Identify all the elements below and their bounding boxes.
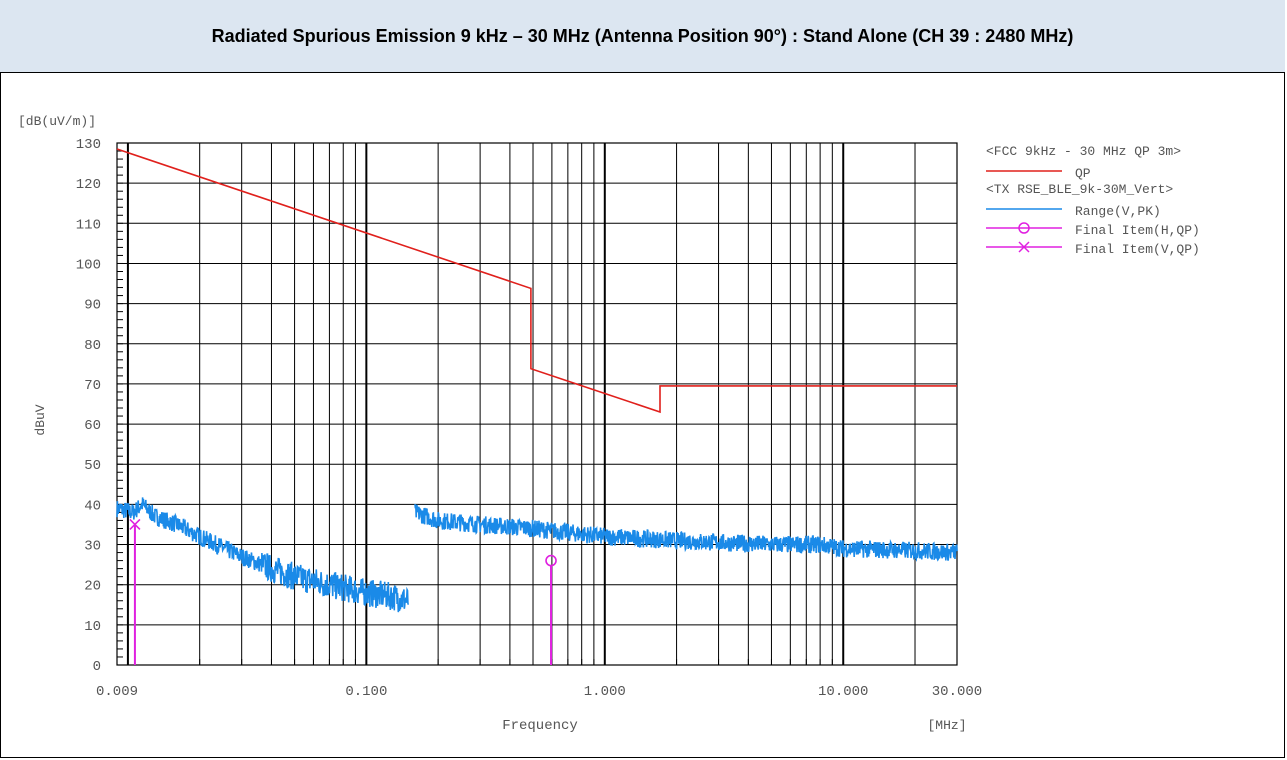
legend-range-label: Range(V,PK) <box>1075 204 1161 219</box>
x-tick-label: 30.000 <box>932 684 982 700</box>
legend-final-h-label: Final Item(H,QP) <box>1075 223 1200 238</box>
y-tick-label: 120 <box>76 177 101 193</box>
series-layer <box>116 148 958 665</box>
y-tick-label: 30 <box>84 539 101 555</box>
grid <box>116 142 958 666</box>
final-item-h-marker <box>545 554 557 567</box>
y-tick-label: 10 <box>84 619 101 635</box>
y-tick-label: 90 <box>84 298 101 314</box>
y-unit-label: [dB(uV/m)] <box>18 114 96 129</box>
final-item-v-marker <box>129 518 141 531</box>
legend-qp-label: QP <box>1075 166 1091 181</box>
qp-limit-line <box>116 148 957 414</box>
y-tick-label: 110 <box>76 217 101 233</box>
range-trace <box>116 497 410 613</box>
plot-frame <box>116 142 958 666</box>
y-tick-label: 60 <box>84 418 101 434</box>
x-tick-label: 0.100 <box>345 684 387 700</box>
y-tick-label: 0 <box>93 659 101 675</box>
page-title: Radiated Spurious Emission 9 kHz – 30 MH… <box>211 25 1074 46</box>
y-tick-label: 40 <box>84 498 101 514</box>
x-tick-label: 0.009 <box>96 684 138 700</box>
x-tick-label: 1.000 <box>584 684 626 700</box>
y-tick-label: 20 <box>84 579 101 595</box>
x-axis-label: Frequency <box>502 718 578 734</box>
y-tick-label: 100 <box>76 257 101 273</box>
legend: <FCC 9kHz - 30 MHz QP 3m> QP <TX RSE_BLE… <box>986 144 1200 257</box>
legend-final-v-marker <box>1018 241 1030 253</box>
y-tick-label: 80 <box>84 338 101 354</box>
y-tick-label: 50 <box>84 458 101 474</box>
y-axis-label: dBuV <box>33 404 48 435</box>
range-trace <box>414 504 958 562</box>
legend-group1-title: <FCC 9kHz - 30 MHz QP 3m> <box>986 144 1181 159</box>
y-tick-label: 130 <box>76 137 101 153</box>
x-unit-label: [MHz] <box>927 718 966 733</box>
y-tick-label: 70 <box>84 378 101 394</box>
legend-final-h-marker <box>1018 222 1030 234</box>
legend-final-v-label: Final Item(V,QP) <box>1075 242 1200 257</box>
table-header: Radiated Spurious Emission 9 kHz – 30 MH… <box>0 0 1285 73</box>
legend-group2-title: <TX RSE_BLE_9k-30M_Vert> <box>986 182 1173 197</box>
axis-layer: [dB(uV/m)] dBuV Frequency [MHz] 0 10 20 30 4… <box>18 114 982 734</box>
x-tick-label: 10.000 <box>818 684 868 700</box>
emission-chart: [dB(uV/m)] dBuV Frequency [MHz] 0 10 20 30 4… <box>18 114 1200 734</box>
